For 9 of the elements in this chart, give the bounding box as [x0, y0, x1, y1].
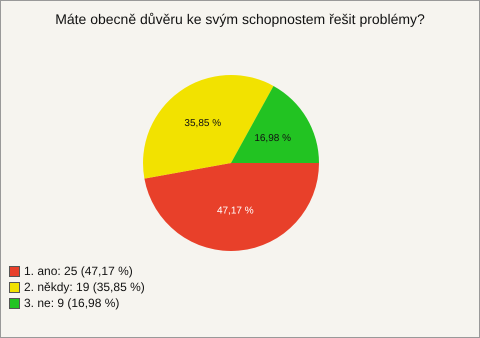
pie-slice — [231, 86, 319, 163]
data-label: 16,98 % — [254, 132, 292, 144]
chart-title: Máte obecně důvěru ke svým schopnostem řešit problémy? — [54, 11, 426, 27]
pie-slice — [144, 163, 319, 251]
legend-label: 3. ne: 9 (16,98 %) — [23, 295, 120, 311]
legend-label: 1. ano: 25 (47,17 %) — [23, 263, 134, 279]
legend-label: 2. někdy: 19 (35,85 %) — [23, 279, 145, 295]
data-label: 35,85 % — [184, 118, 222, 130]
data-label: 47,17 % — [216, 206, 254, 217]
